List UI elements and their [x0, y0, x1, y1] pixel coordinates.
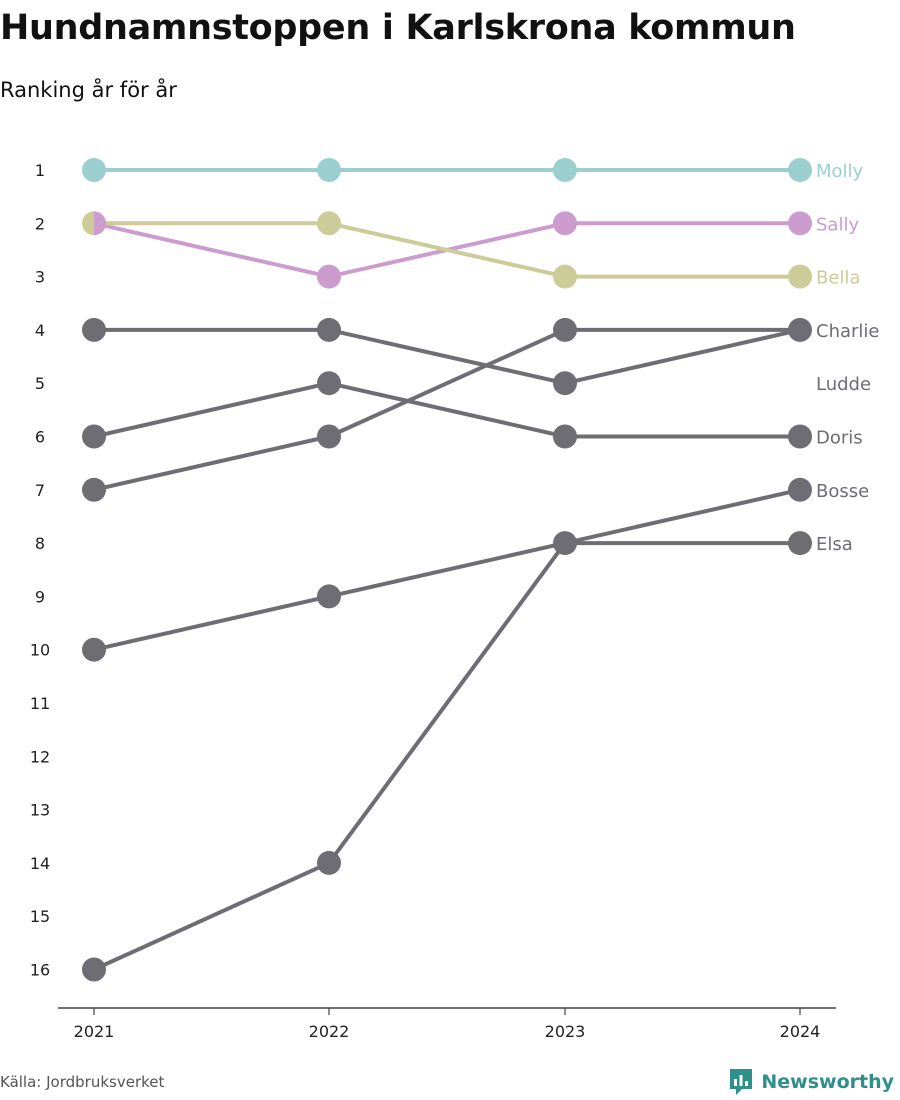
point-marker-charlie [82, 424, 106, 449]
point-marker-charlie [788, 424, 812, 449]
brand-name: Newsworthy [761, 1071, 894, 1093]
point-marker-sally [317, 264, 341, 289]
series-end-label: Charlie [816, 321, 879, 342]
point-marker-sally [94, 211, 107, 236]
point-marker-bella [788, 264, 812, 289]
series-line-bosse [92, 487, 802, 652]
y-tick-label: 13 [30, 801, 50, 820]
point-marker-molly [788, 158, 812, 182]
point-marker-molly [317, 158, 341, 182]
point-marker-ludde [553, 371, 577, 396]
x-tick-label: 2021 [74, 1022, 115, 1041]
y-tick-label: 7 [35, 481, 45, 500]
chart-title: Hundnamnstoppen i Karlskrona kommun [0, 8, 796, 48]
point-marker-ludde [82, 317, 106, 342]
point-marker-doris [82, 477, 106, 502]
point-marker-sally [553, 211, 577, 236]
series-end-label: Doris [816, 428, 863, 449]
y-tick-label: 3 [35, 268, 45, 287]
point-marker-bella [317, 211, 341, 236]
y-tick-label: 2 [35, 214, 45, 233]
series-line-bella [92, 221, 802, 279]
y-tick-label: 8 [35, 534, 45, 553]
series-line-elsa [92, 541, 802, 972]
y-tick-label: 5 [35, 374, 45, 393]
point-marker-elsa [317, 850, 341, 875]
point-marker-ludde [317, 317, 341, 342]
y-tick-label: 16 [30, 961, 50, 980]
series-end-label: Ludde [816, 374, 871, 395]
y-tick-label: 10 [30, 641, 50, 660]
point-marker-charlie [317, 371, 341, 396]
point-marker-elsa [788, 531, 812, 556]
brand-logo: Newsworthy [728, 1067, 894, 1097]
point-marker-bosse [82, 637, 106, 662]
point-marker-bella [82, 211, 94, 236]
point-marker-sally [788, 211, 812, 236]
point-marker-bella [553, 264, 577, 289]
series-end-label: Molly [816, 161, 864, 182]
series-end-label: Sally [816, 214, 859, 235]
source-note: Källa: Jordbruksverket [0, 1073, 165, 1091]
y-tick-label: 15 [30, 907, 50, 926]
newsworthy-chart-icon [730, 1069, 753, 1095]
y-tick-label: 11 [30, 694, 50, 713]
x-tick-label: 2024 [780, 1022, 821, 1041]
series-line-doris [92, 327, 802, 492]
series-end-label: Elsa [816, 534, 853, 555]
y-tick-label: 12 [30, 747, 50, 766]
y-tick-label: 14 [30, 854, 50, 873]
point-marker-molly [82, 158, 106, 182]
point-marker-molly [553, 158, 577, 182]
y-tick-label: 1 [35, 161, 45, 180]
series-line-ludde [92, 327, 802, 386]
point-marker-bosse [788, 477, 812, 502]
y-tick-label: 4 [35, 321, 45, 340]
point-marker-bosse [317, 584, 341, 609]
chart-subtitle: Ranking år för år [0, 78, 177, 102]
x-tick-label: 2022 [309, 1022, 350, 1041]
series-line-charlie [92, 381, 802, 439]
y-tick-label: 6 [35, 428, 45, 447]
point-marker-bosse [553, 531, 577, 556]
x-tick-label: 2023 [545, 1022, 586, 1041]
point-marker-elsa [82, 957, 106, 982]
point-marker-doris [553, 317, 577, 342]
point-marker-charlie [553, 424, 577, 449]
y-tick-label: 9 [35, 587, 45, 606]
point-marker-doris [317, 424, 341, 449]
series-end-label: Bella [816, 268, 860, 289]
series-end-label: Bosse [816, 481, 869, 502]
point-marker-ludde [788, 317, 812, 342]
